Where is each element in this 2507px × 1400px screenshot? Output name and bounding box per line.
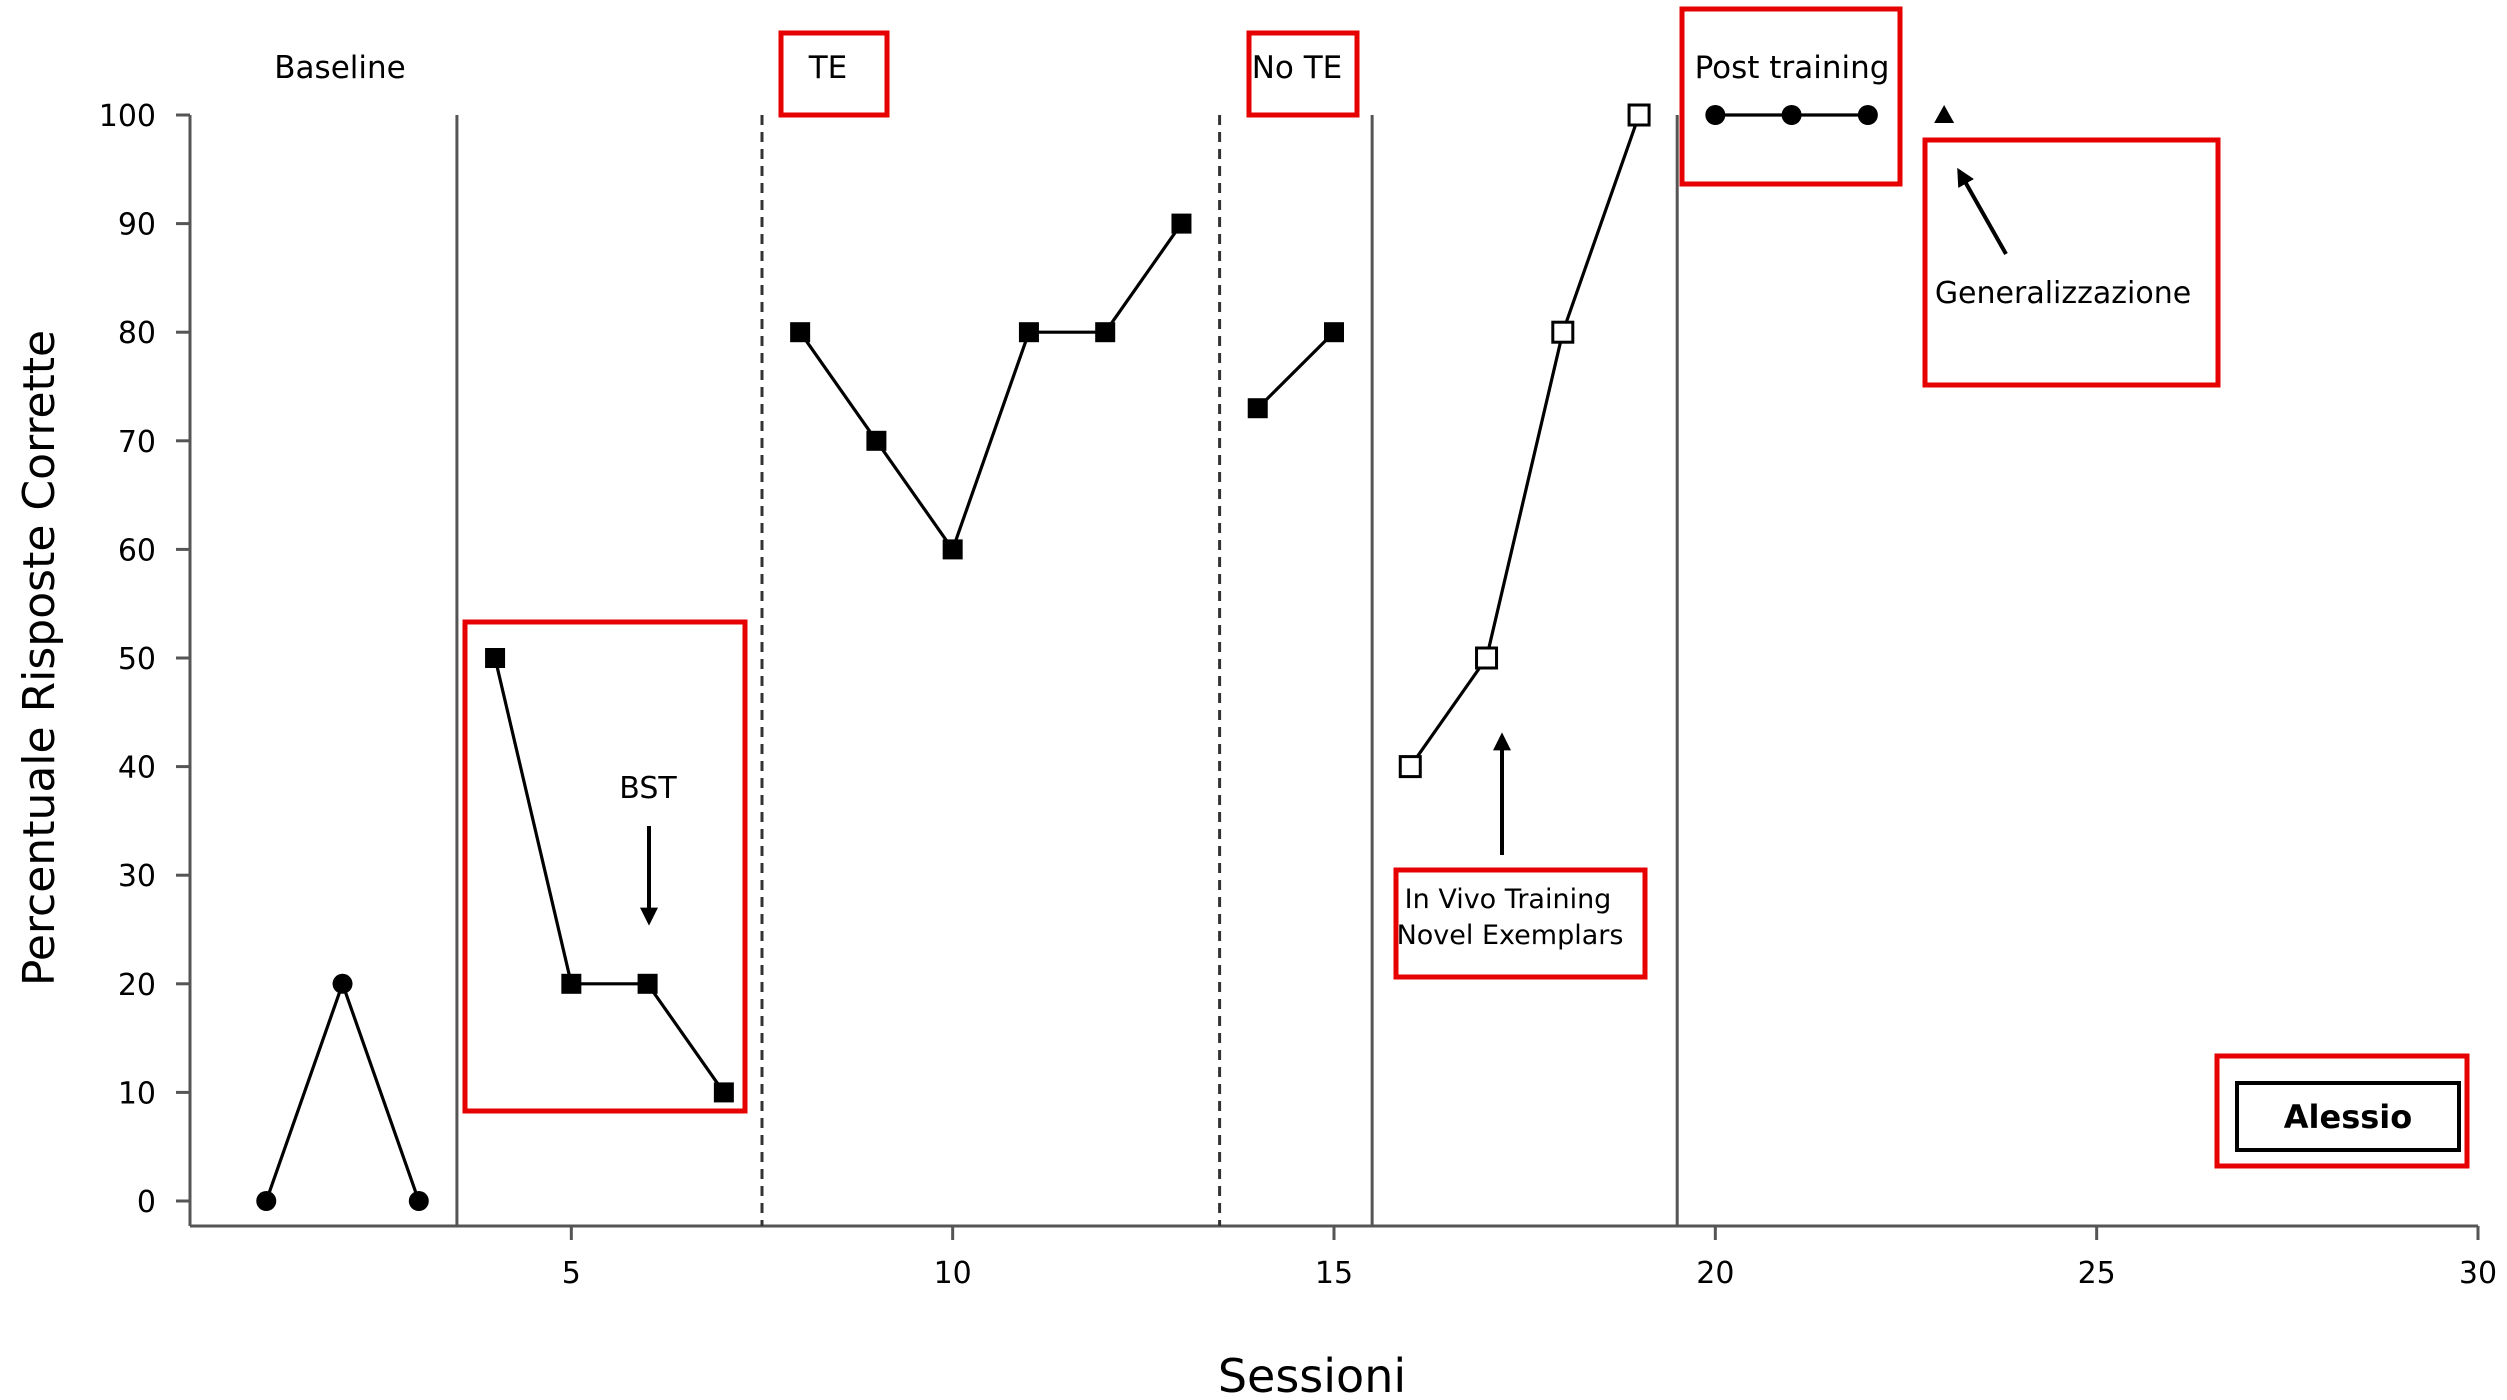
y-tick-label: 90 [118, 208, 156, 243]
y-tick-label: 100 [99, 99, 156, 134]
series-line-1 [493, 657, 726, 1094]
highlight-box-post-training [1679, 6, 1903, 187]
data-point [790, 322, 811, 343]
series-line-4 [1408, 114, 1641, 768]
series-line-0 [264, 978, 421, 1202]
y-tick-group: 0 10 20 30 40 50 60 70 80 90 100 [99, 99, 190, 1220]
data-point [866, 430, 887, 451]
x-tick-label: 25 [2078, 1256, 2116, 1291]
data-point [485, 648, 506, 668]
data-point [408, 1191, 429, 1211]
participant-label: Alessio [2284, 1098, 2412, 1136]
annotation-generalizzazione: Generalizzazione [1935, 276, 2191, 311]
data-point [1095, 322, 1116, 343]
series-line-3 [1256, 331, 1336, 410]
highlight-box-te [778, 30, 890, 118]
x-tick-label: 10 [934, 1256, 972, 1291]
y-tick-label: 30 [118, 859, 156, 894]
y-tick-label: 10 [118, 1076, 156, 1111]
data-point [1247, 398, 1268, 419]
series-line-2 [798, 222, 1183, 553]
phase-change-lines [455, 115, 1679, 1226]
highlight-box-bst [462, 619, 748, 1114]
phase-label-no-te: No TE [1252, 50, 1343, 86]
data-point [1171, 213, 1192, 234]
y-tick-label: 50 [118, 642, 156, 677]
annotation-in-vivo-line2: Novel Exemplars [1397, 920, 1624, 951]
data-point [1551, 320, 1575, 344]
y-tick-label: 20 [118, 968, 156, 1003]
y-tick-label: 0 [137, 1185, 156, 1220]
x-tick-label: 15 [1315, 1256, 1353, 1291]
data-point [1475, 646, 1499, 670]
highlight-box-in-vivo [1393, 867, 1648, 980]
highlight-box-no-te [1246, 30, 1360, 118]
data-point [561, 973, 582, 994]
y-tick-label: 60 [118, 533, 156, 568]
x-tick-label: 30 [2459, 1256, 2497, 1291]
data-point [332, 973, 353, 994]
annotation-bst: BST [619, 771, 677, 806]
x-tick-label: 20 [1696, 1256, 1734, 1291]
y-tick-label: 80 [118, 316, 156, 351]
data-point [1781, 105, 1802, 125]
x-tick-group: 5 10 15 20 25 30 [562, 1226, 2497, 1291]
annotation-in-vivo-line1: In Vivo Training [1405, 884, 1612, 915]
highlight-box-participant [2214, 1053, 2470, 1169]
data-point [256, 1191, 277, 1211]
data-point [1018, 322, 1039, 343]
y-tick-label: 40 [118, 751, 156, 786]
phase-label-post-training: Post training [1695, 50, 1890, 86]
data-point [1857, 105, 1878, 125]
data-point [637, 973, 658, 994]
data-series-layer [256, 103, 1955, 1211]
data-point [1934, 105, 1955, 123]
x-tick-label: 5 [562, 1256, 581, 1291]
y-axis-title: Percentuale Risposte Corrette [14, 330, 65, 986]
data-point [942, 539, 963, 560]
data-point [1627, 103, 1651, 127]
participant-label-box [2235, 1081, 2461, 1152]
highlight-box-generalizzazione [1922, 137, 2221, 388]
data-point [1324, 322, 1344, 343]
generalizzazione-arrow [1957, 167, 2008, 255]
data-point [1705, 105, 1726, 125]
phase-label-te: TE [808, 50, 848, 86]
data-point [1398, 755, 1422, 779]
phase-label-baseline: Baseline [274, 50, 405, 86]
y-tick-label: 70 [118, 425, 156, 460]
x-axis-title: Sessioni [1218, 1349, 1406, 1400]
data-point [713, 1082, 734, 1103]
